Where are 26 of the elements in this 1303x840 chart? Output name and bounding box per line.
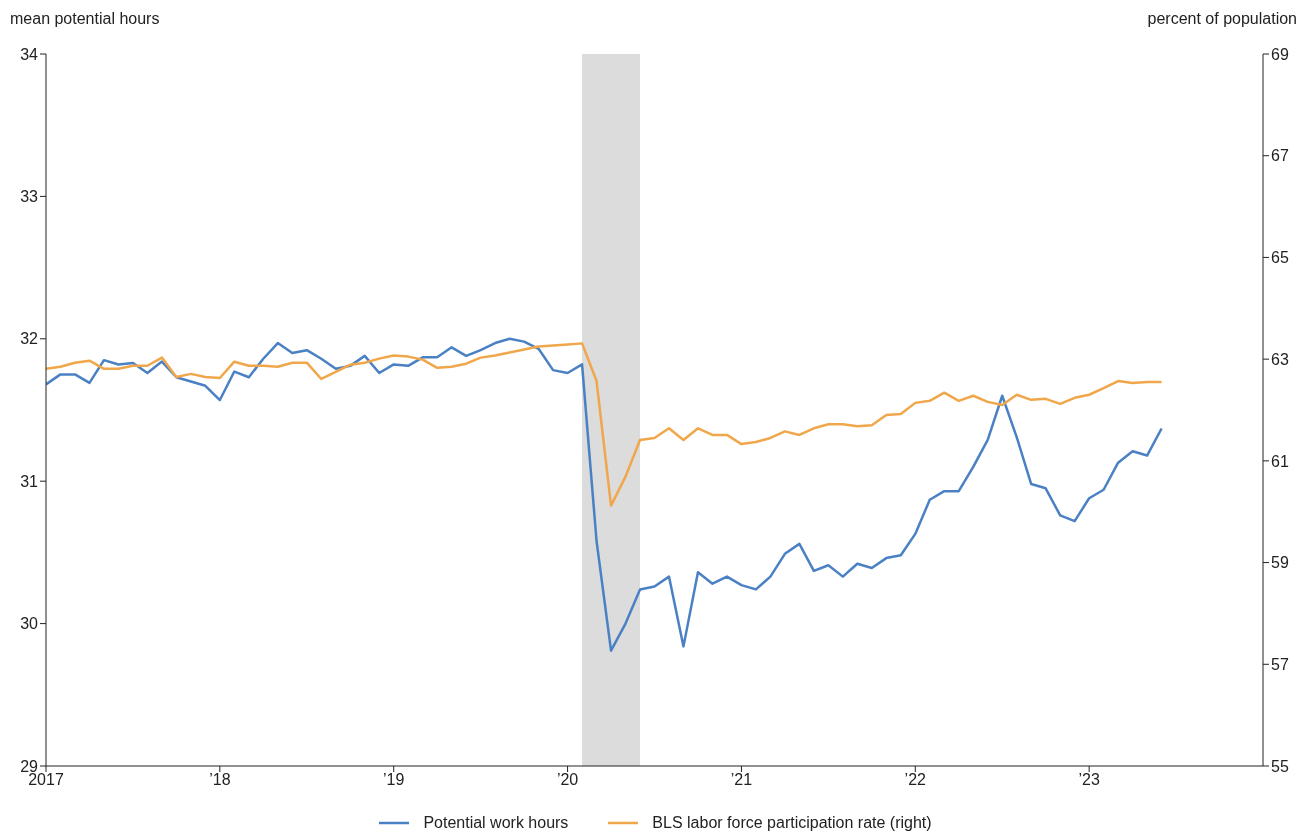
y-tick-label: 31	[20, 472, 39, 490]
y2-tick-label: 65	[1271, 249, 1289, 267]
x-tick-label: 2017	[28, 771, 64, 789]
y2-tick-label: 55	[1271, 757, 1289, 775]
line-series	[46, 342, 1163, 507]
legend-label: BLS labor force participation rate (right)	[652, 814, 932, 832]
y2-axis-title: percent of population	[1147, 10, 1297, 28]
x-tick-label: ’19	[383, 771, 405, 789]
y2-tick-label: 61	[1271, 452, 1289, 470]
y-axis-title: mean potential hours	[10, 10, 160, 28]
x-tick-label: ’22	[904, 771, 927, 789]
x-tick-label: ’18	[209, 771, 231, 789]
y-tick-label: 30	[20, 615, 39, 633]
y2-tick-label: 59	[1271, 554, 1289, 572]
x-tick-label: ’23	[1078, 771, 1100, 789]
y2-tick-label: 63	[1271, 350, 1289, 368]
x-tick-label: ’20	[556, 771, 579, 789]
y2-tick-label: 57	[1271, 655, 1289, 673]
x-tick-label: ’21	[730, 771, 753, 789]
line-series	[46, 337, 1163, 652]
y2-tick-label: 67	[1271, 147, 1289, 165]
legend-label: Potential work hours	[423, 814, 569, 832]
y-tick-label: 33	[20, 188, 39, 206]
y-tick-label: 34	[20, 45, 39, 63]
y-tick-label: 32	[20, 330, 39, 348]
y2-tick-label: 69	[1271, 45, 1289, 63]
